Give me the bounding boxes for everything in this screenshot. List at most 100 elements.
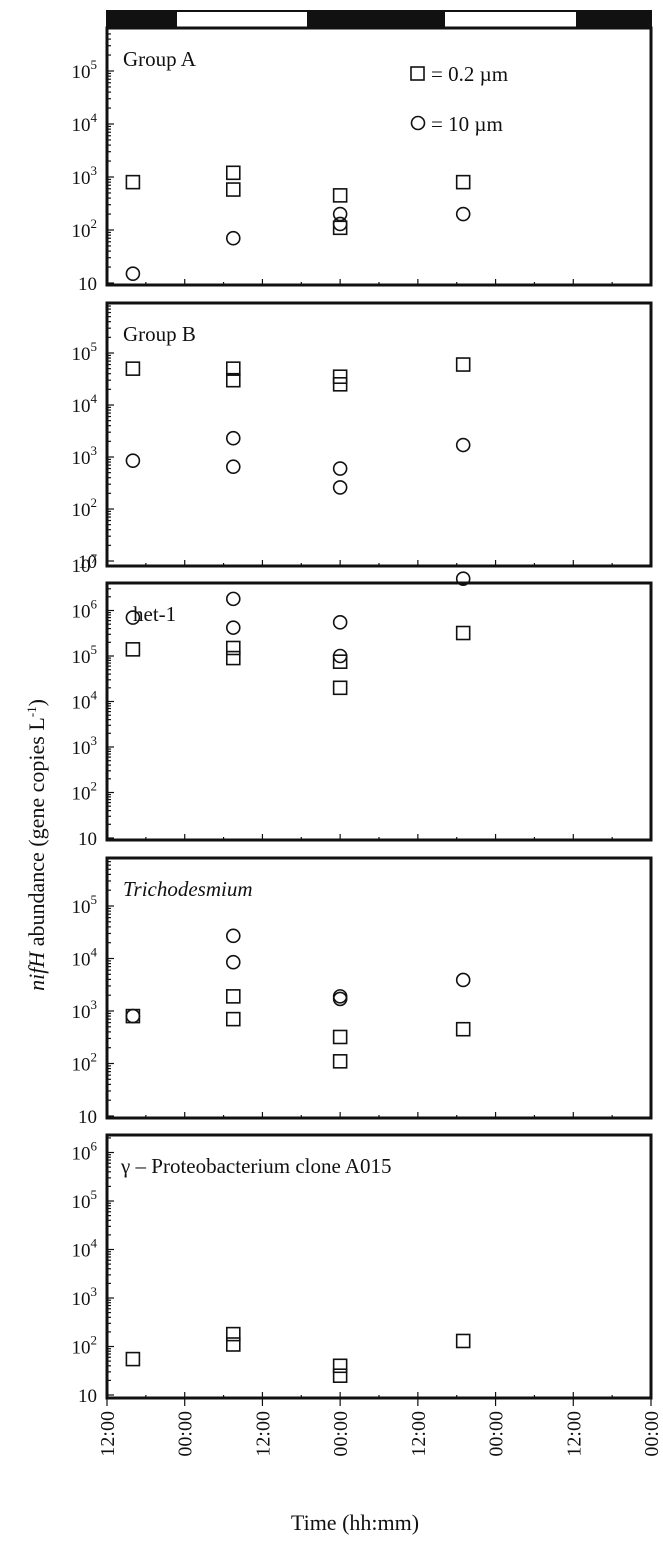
data-point-square <box>332 377 348 392</box>
legend-square-marker <box>410 66 425 81</box>
data-point-circle <box>332 206 348 222</box>
x-tick-label: 00:00 <box>175 1411 197 1457</box>
x-tick-label: 00:00 <box>330 1411 352 1457</box>
x-tick-label: 12:00 <box>563 1411 585 1457</box>
data-point-square <box>225 650 241 666</box>
data-point-square <box>332 1054 348 1069</box>
data-point-square <box>225 1011 241 1027</box>
data-point-circle <box>225 591 241 607</box>
y-tick-label: 104 <box>72 1236 98 1262</box>
panel-4: 10 102 103 104 105 Trichodesmium <box>72 856 653 1128</box>
data-point-square <box>332 1368 348 1383</box>
legend: = 0.2 µm = 10 µm <box>410 62 508 136</box>
data-point-circle <box>225 928 241 944</box>
data-point-square <box>332 654 348 669</box>
y-tick-label: 104 <box>72 945 98 971</box>
y-tick-label: 103 <box>72 1284 98 1310</box>
data-point-square <box>225 182 241 197</box>
data-point-circle <box>225 620 241 635</box>
panel-title: Group A <box>123 47 197 71</box>
x-axis-label: Time (hh:mm) <box>291 1510 419 1535</box>
data-point-circle <box>225 954 241 970</box>
y-tick-label: 107 <box>72 551 98 577</box>
y-tick-label: 102 <box>72 779 98 805</box>
x-tick-label: 00:00 <box>641 1411 663 1457</box>
data-point-circle <box>125 266 141 281</box>
data-point-square <box>225 372 241 388</box>
data-point-square <box>225 1337 241 1352</box>
data-point-square <box>225 165 241 181</box>
y-tick-label: 105 <box>72 642 98 668</box>
y-tick-label: 102 <box>72 216 98 242</box>
data-point-square <box>225 989 241 1004</box>
y-tick-label: 103 <box>72 997 98 1023</box>
data-point-square <box>125 1351 141 1367</box>
y-tick-label: 106 <box>72 1139 98 1165</box>
data-point-square <box>332 680 348 696</box>
y-tick-label: 10 <box>78 829 97 850</box>
data-point-circle <box>455 206 471 222</box>
data-point-circle <box>332 648 348 664</box>
panel-title: γ – Proteobacterium clone A015 <box>120 1154 392 1178</box>
panel-title: het-1 <box>133 602 176 626</box>
y-axis-label: nifH abundance (gene copies L-1) <box>24 699 49 991</box>
legend-circle-marker <box>410 115 426 131</box>
y-tick-label: 104 <box>72 110 98 136</box>
y-tick-label: 10 <box>78 1107 97 1128</box>
y-tick-label: 104 <box>72 391 98 417</box>
dark-period-segment <box>106 10 177 29</box>
y-tick-label: 103 <box>72 733 98 759</box>
data-point-square <box>332 369 348 385</box>
panel-2: 10 102 103 104 105 Group B <box>72 301 653 573</box>
data-point-square <box>455 1333 471 1349</box>
data-point-circle <box>332 461 348 476</box>
data-point-circle <box>455 571 471 586</box>
legend-circle-label: = 10 µm <box>431 112 503 136</box>
panel-3: 10 102 103 104 105 106 107 het-1 <box>72 551 653 850</box>
light-dark-cycle-bar <box>106 10 652 29</box>
data-point-square <box>455 625 471 641</box>
x-tick-label: 12:00 <box>408 1411 430 1457</box>
y-tick-label: 102 <box>72 1333 98 1359</box>
x-tick-label: 12:00 <box>97 1411 119 1457</box>
y-tick-label: 103 <box>72 443 98 469</box>
x-tick-label: 12:00 <box>252 1411 274 1457</box>
data-point-circle <box>332 615 348 630</box>
data-point-square <box>455 1021 471 1037</box>
data-point-circle <box>125 1008 141 1024</box>
y-tick-label: 106 <box>72 597 98 623</box>
panel-title: Group B <box>123 322 196 346</box>
dark-period-segment <box>576 10 652 29</box>
y-tick-label: 105 <box>72 1187 98 1213</box>
data-point-square <box>225 1326 241 1342</box>
panel-1: 10 102 103 104 105 Group A = 0.2 µm = 10 µm <box>72 26 653 295</box>
data-point-circle <box>225 230 241 246</box>
data-point-square <box>455 357 471 372</box>
data-point-circle <box>455 972 471 988</box>
y-tick-label: 105 <box>72 57 98 83</box>
x-axis: 12:00 00:00 12:00 00:00 12:00 00:00 12:00 00:00 <box>97 1398 663 1457</box>
y-tick-label: 10 <box>78 1386 97 1407</box>
data-point-square <box>125 174 141 190</box>
data-point-circle <box>455 437 471 453</box>
panel-title: Trichodesmium <box>123 877 253 901</box>
panel-5: 10 102 103 104 105 106 γ – Proteobacterium clo… <box>72 1133 653 1407</box>
data-point-square <box>125 361 141 376</box>
data-point-circle <box>125 453 141 468</box>
y-tick-label: 105 <box>72 339 98 365</box>
data-point-square <box>125 642 141 657</box>
legend-square-label: = 0.2 µm <box>431 62 508 86</box>
dark-period-segment <box>307 10 445 29</box>
y-tick-label: 10 <box>78 552 97 573</box>
light-period-segment <box>443 10 578 29</box>
data-point-square <box>225 361 241 376</box>
data-point-circle <box>332 480 348 495</box>
y-tick-label: 10 <box>78 274 97 295</box>
y-tick-label: 102 <box>72 1050 98 1076</box>
data-point-circle <box>125 610 141 625</box>
data-point-square <box>332 1029 348 1045</box>
y-tick-label: 103 <box>72 163 98 189</box>
data-point-square <box>455 174 471 190</box>
data-point-circle <box>332 991 348 1007</box>
